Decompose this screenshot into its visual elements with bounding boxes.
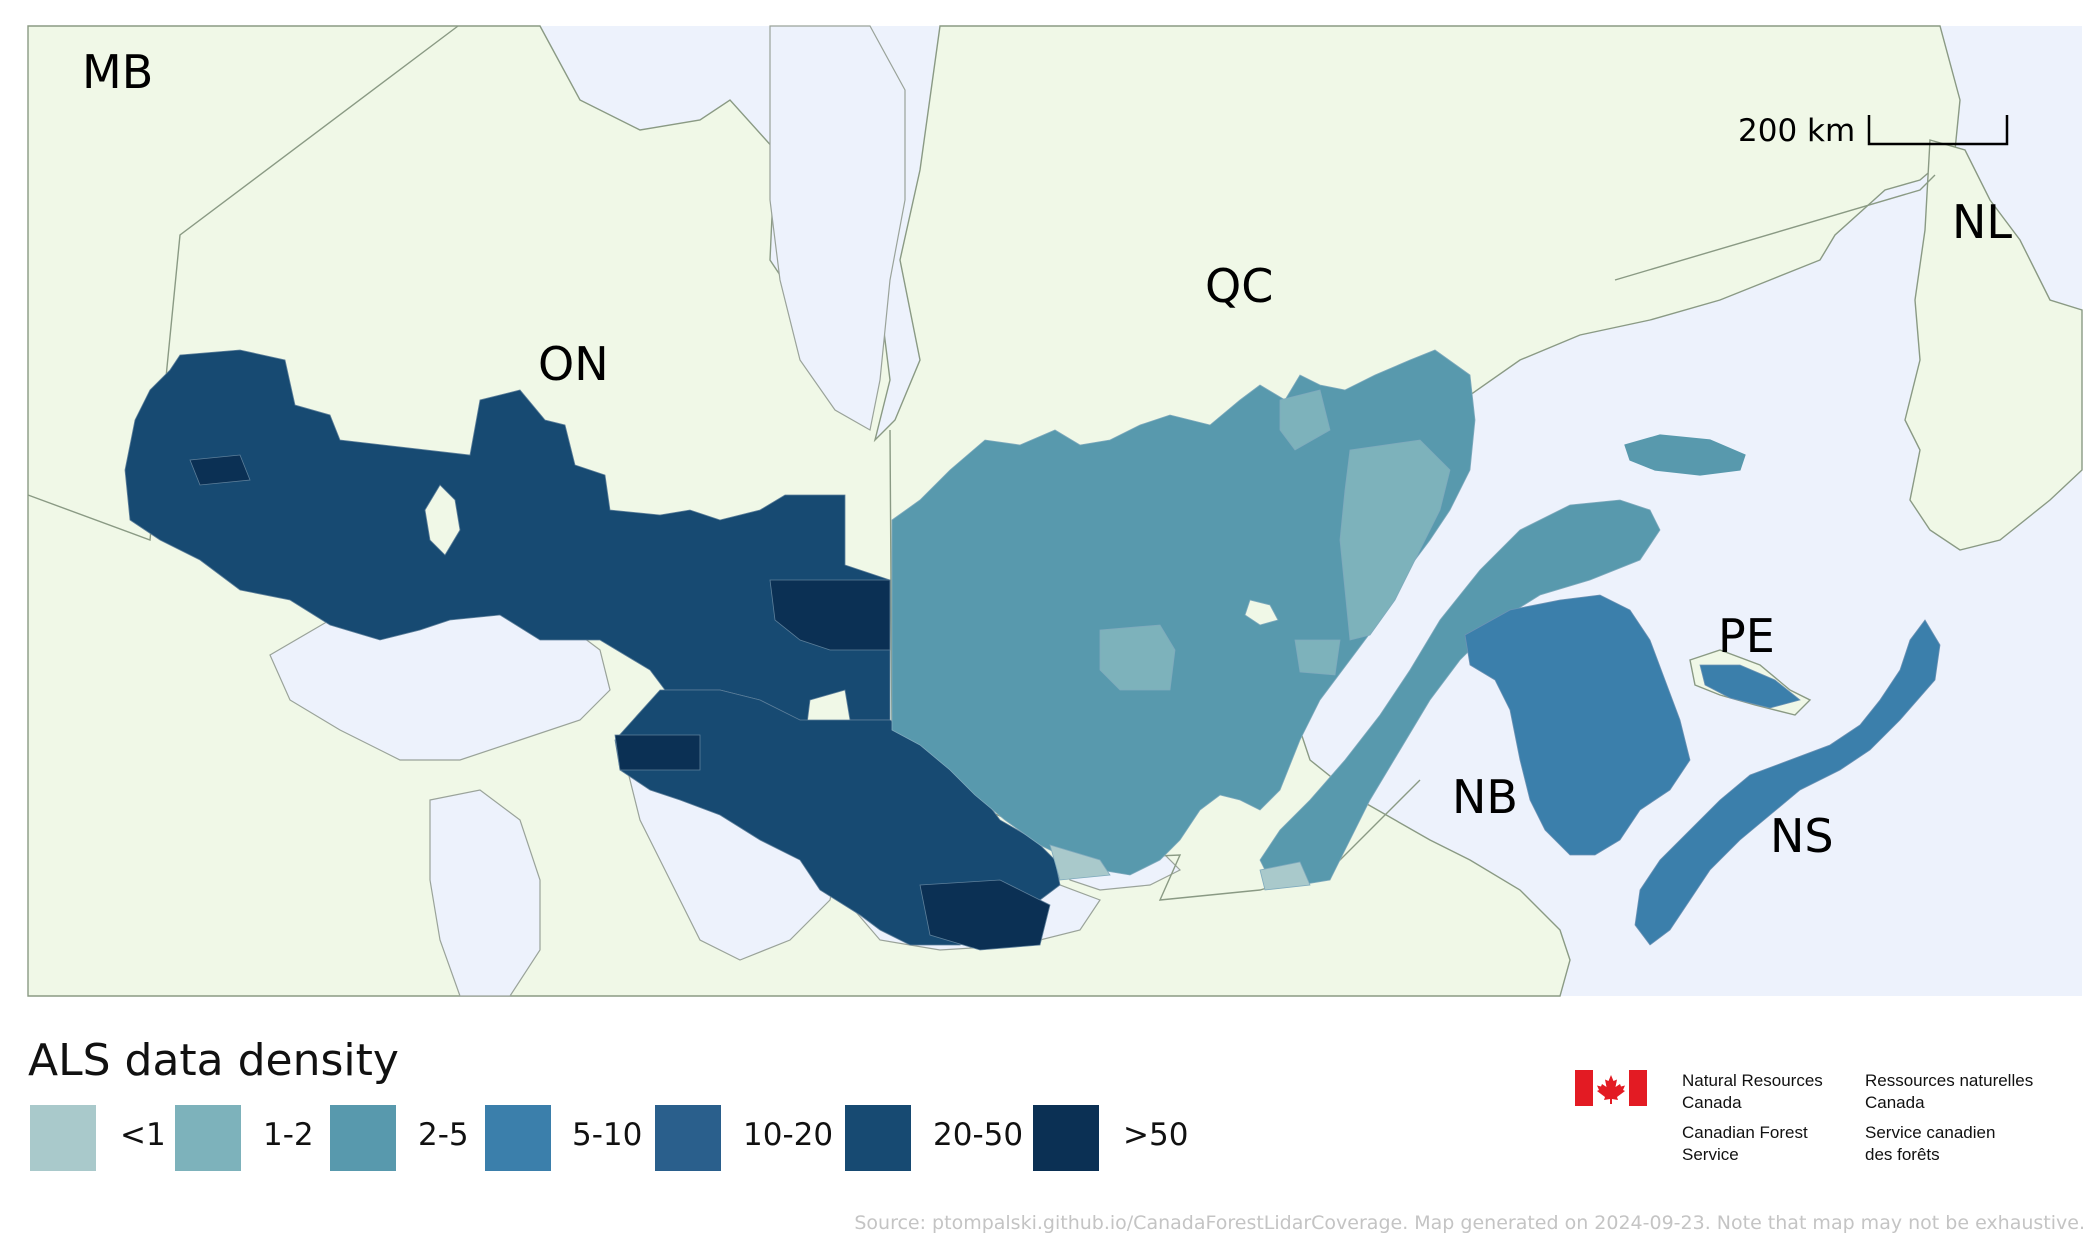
province-label-nb: NB <box>1452 770 1518 824</box>
province-label-ns: NS <box>1770 809 1834 863</box>
coverage-ontario-dense-2 <box>614 734 701 771</box>
logo-french-line-1: Ressources naturelles <box>1865 1071 2034 1090</box>
quebec-gap-lake <box>1244 599 1279 626</box>
coverage-gaspe-sparse <box>1259 861 1311 891</box>
logo-french-dept: Ressources naturelles Canada <box>1865 1070 2033 1114</box>
coverage-quebec-light-4 <box>1294 639 1341 676</box>
legend: <1 1-2 2-5 5-10 10-20 20-50 >50 <box>30 1105 1230 1171</box>
legend-swatch-1-2 <box>175 1105 241 1171</box>
coverage-map: MB ON QC NL PE NB NS 200 km <box>27 25 2083 997</box>
logo-english-dept: Natural Resources Canada <box>1682 1070 1823 1114</box>
scale-bar-line <box>1867 115 2009 146</box>
legend-swatch-20-50 <box>845 1105 911 1171</box>
logo-english-line-3: Canadian Forest <box>1682 1123 1808 1142</box>
logo-english-line-1: Natural Resources <box>1682 1071 1823 1090</box>
anticosti-island <box>1624 434 1746 476</box>
logo-english-line-4: Service <box>1682 1145 1739 1164</box>
province-labels: MB ON QC NL PE NB NS <box>82 45 2012 863</box>
coverage-quebec-light-2 <box>1099 624 1176 691</box>
legend-label-1-2: 1-2 <box>263 1117 314 1153</box>
ontario-gap-lake <box>424 484 461 556</box>
ontario-coverage <box>124 349 1061 951</box>
boundary-qc-nl <box>1614 174 1936 281</box>
source-note: Source: ptompalski.github.io/CanadaFores… <box>854 1212 2085 1234</box>
logo-french-service: Service canadien des forêts <box>1865 1122 1995 1166</box>
legend-swatch-10-20 <box>655 1105 721 1171</box>
coverage-quebec-light-1 <box>1339 439 1451 641</box>
logo-english-line-2: Canada <box>1682 1093 1742 1112</box>
legend-swatch-5-10 <box>485 1105 551 1171</box>
nrcan-logo: Natural Resources Canada Canadian Forest… <box>1575 1070 2075 1190</box>
legend-swatch-gt50 <box>1033 1105 1099 1171</box>
legend-swatch-lt1 <box>30 1105 96 1171</box>
logo-french-line-3: Service canadien <box>1865 1123 1996 1142</box>
legend-label-lt1: <1 <box>120 1117 166 1153</box>
coverage-ontario-dense-4 <box>189 454 251 486</box>
legend-label-10-20: 10-20 <box>743 1117 834 1153</box>
scale-bar: 200 km <box>1738 113 2009 149</box>
province-label-nl: NL <box>1952 195 2012 249</box>
quebec-coverage <box>891 349 1661 891</box>
coverage-quebec-sparse <box>1049 844 1111 881</box>
province-label-pe: PE <box>1718 609 1775 663</box>
province-label-on: ON <box>538 337 609 391</box>
logo-french-line-2: Canada <box>1865 1093 1925 1112</box>
coverage-ontario-north <box>124 349 891 741</box>
logo-french-line-4: des forêts <box>1865 1145 1940 1164</box>
logo-english-service: Canadian Forest Service <box>1682 1122 1808 1166</box>
james-bay <box>769 25 906 431</box>
legend-label-5-10: 5-10 <box>572 1117 643 1153</box>
scale-bar-label: 200 km <box>1738 113 1855 149</box>
boundary-us <box>1059 779 1421 901</box>
coverage-ontario-dense-3 <box>919 879 1051 951</box>
province-label-qc: QC <box>1205 259 1273 313</box>
legend-swatch-2-5 <box>330 1105 396 1171</box>
coverage-new-brunswick <box>1464 594 1691 856</box>
canada-flag-icon <box>1575 1070 1647 1106</box>
lake-michigan <box>429 789 541 997</box>
land-newfoundland <box>1904 139 2083 551</box>
coverage-quebec-light-3 <box>1279 389 1331 451</box>
coverage-gaspe <box>1259 499 1661 886</box>
coverage-ontario-dense-1 <box>769 579 891 651</box>
province-label-mb: MB <box>82 45 153 99</box>
maritimes-coverage <box>1464 594 1941 946</box>
legend-label-2-5: 2-5 <box>418 1117 469 1153</box>
legend-label-gt50: >50 <box>1123 1117 1189 1153</box>
coverage-nova-scotia <box>1634 619 1941 946</box>
legend-label-20-50: 20-50 <box>933 1117 1024 1153</box>
legend-title: ALS data density <box>28 1035 399 1086</box>
coverage-pei <box>1699 664 1801 709</box>
